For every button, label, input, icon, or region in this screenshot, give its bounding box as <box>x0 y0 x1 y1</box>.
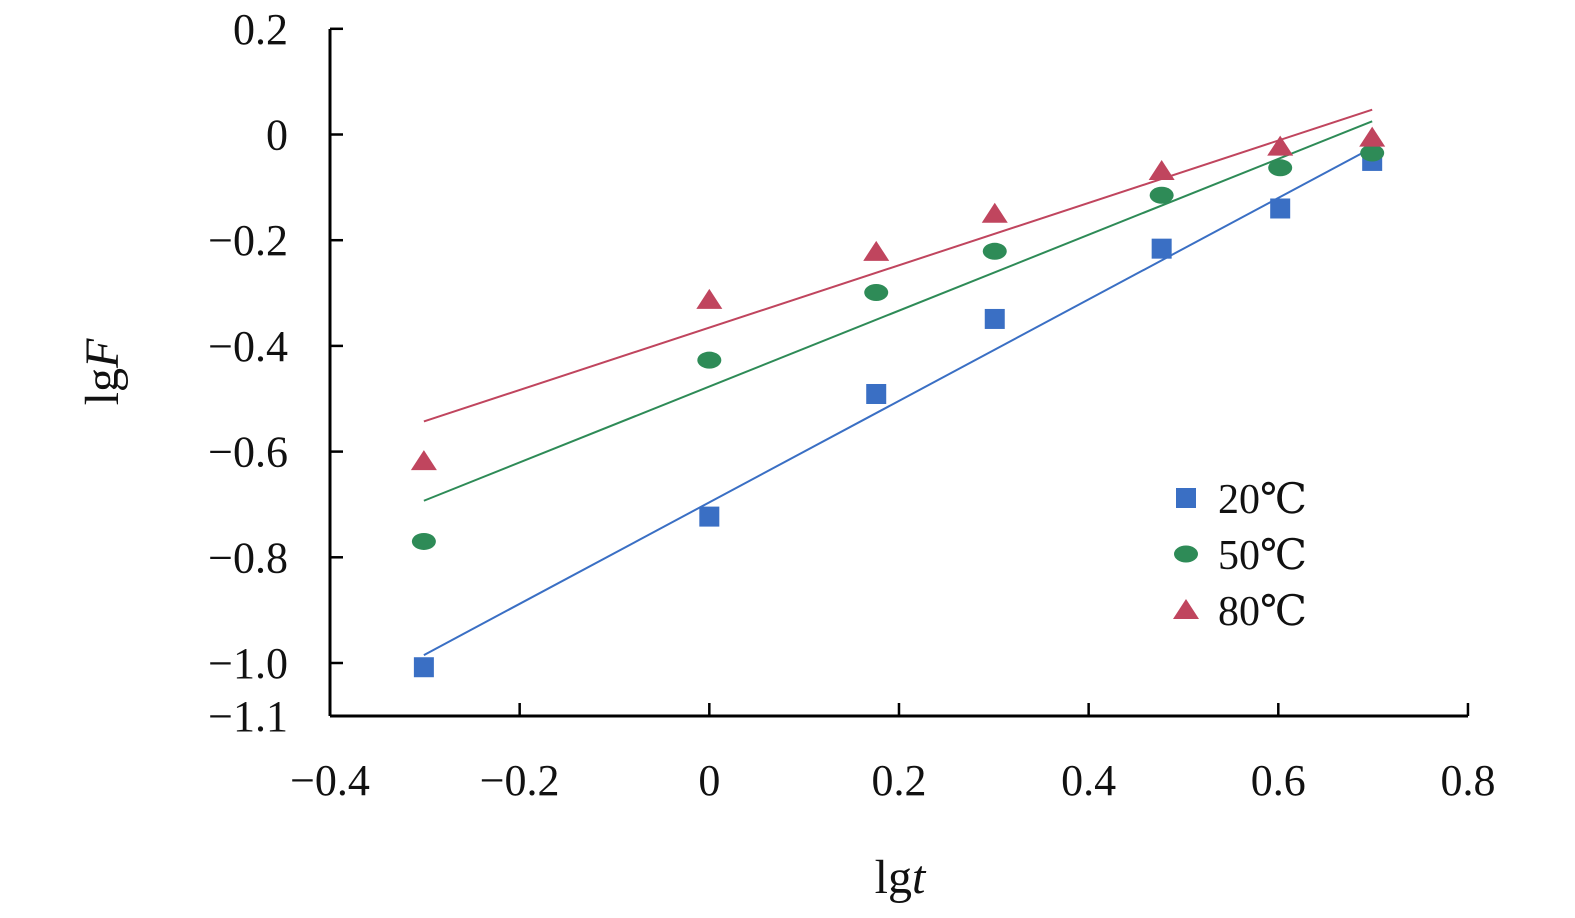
y-ticks: 0.2 0 −0.2 −0.4 −0.6 −0.8 −1.0−1.1 <box>208 5 343 741</box>
legend-label-3: 80℃ <box>1218 589 1307 635</box>
data-point-series-2 <box>1268 159 1293 177</box>
data-point-series-2 <box>1360 144 1385 162</box>
data-point-series-3 <box>696 288 723 309</box>
fit-line-2 <box>423 120 1373 502</box>
x-axis-title-var: t <box>912 851 927 904</box>
data-point-series-2 <box>982 242 1007 260</box>
data-point-series-2 <box>411 532 436 550</box>
data-point-series-3 <box>1267 135 1294 156</box>
y-axis-title-var: F <box>76 338 129 369</box>
x-tick-label: −0.2 <box>480 756 560 805</box>
data-point-series-1 <box>984 308 1005 329</box>
y-tick-label: −1.1 <box>208 692 288 741</box>
x-tick-label: 0.4 <box>1061 756 1116 805</box>
legend-marker-3 <box>1173 599 1199 619</box>
data-point-series-2 <box>864 284 889 302</box>
y-tick-label: −0.8 <box>208 533 288 582</box>
y-tick-label: −0.6 <box>208 428 288 477</box>
data-point-series-1 <box>1270 198 1291 219</box>
data-points <box>410 126 1386 678</box>
y-axis-title: lgF <box>76 338 129 405</box>
legend-marker-1 <box>1176 488 1196 508</box>
x-tick-label: −0.4 <box>290 756 370 805</box>
x-axis-title: lgt <box>875 851 927 904</box>
x-ticks: −0.4 −0.2 0 0.2 0.4 0.6 0.8 <box>290 703 1495 805</box>
data-point-series-3 <box>981 202 1008 223</box>
data-point-series-3 <box>410 450 437 471</box>
y-tick-label: −0.4 <box>208 322 288 371</box>
data-point-series-2 <box>697 351 722 369</box>
y-tick-label: 0 <box>266 111 288 160</box>
fit-line-1 <box>423 146 1373 656</box>
x-tick-label: 0.8 <box>1440 756 1495 805</box>
data-point-series-1 <box>866 383 887 404</box>
x-tick-label: 0 <box>698 756 720 805</box>
data-point-series-1 <box>413 657 434 678</box>
y-tick-label: −0.2 <box>208 216 288 265</box>
data-point-series-2 <box>1149 186 1174 204</box>
data-point-series-1 <box>1151 238 1172 259</box>
data-point-series-1 <box>699 506 720 527</box>
data-point-series-3 <box>1148 159 1175 180</box>
x-axis-title-prefix: lg <box>875 851 912 904</box>
x-tick-label: 0.2 <box>871 756 926 805</box>
legend-label-1: 20℃ <box>1218 477 1307 523</box>
y-axis-title-prefix: lg <box>76 368 129 405</box>
data-point-series-3 <box>1359 126 1386 147</box>
y-tick-label: −1.0 <box>208 639 288 688</box>
x-tick-label: 0.6 <box>1251 756 1306 805</box>
legend: 20℃ 50℃ 80℃ <box>1173 477 1307 635</box>
legend-marker-2 <box>1174 545 1198 563</box>
fit-line-3 <box>423 108 1373 423</box>
fit-lines <box>423 108 1373 656</box>
y-tick-label: 0.2 <box>233 5 288 54</box>
legend-label-2: 50℃ <box>1218 533 1307 579</box>
data-point-series-3 <box>863 240 890 261</box>
